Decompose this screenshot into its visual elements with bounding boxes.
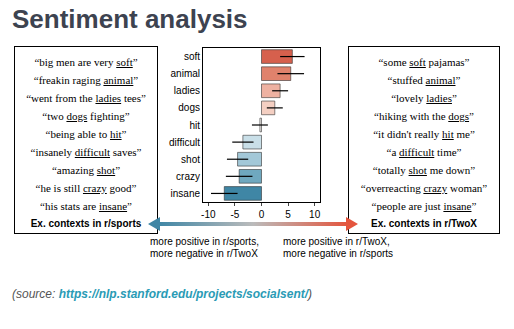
svg-text:insane: insane xyxy=(171,188,201,199)
html-text:“freakin raging animal ”: “freakin raging animal ” xyxy=(33,74,139,86)
html-text:“his stats are insane ”: “his stats are insane ” xyxy=(40,200,132,212)
html-text:“lovely ladies ”: “lovely ladies ” xyxy=(391,92,457,104)
html-text:more negative in r/TwoX: more negative in r/TwoX xyxy=(150,248,258,259)
html-text:“some soft pajamas”: “some soft pajamas” xyxy=(378,56,470,68)
html-text:more positive in r/TwoX,: more positive in r/TwoX, xyxy=(283,236,390,247)
html-text:(source: https://nlp.stanford.: (source: https://nlp.stanford.edu/projec… xyxy=(12,287,313,301)
html-text:“went from the ladies tees”: “went from the ladies tees” xyxy=(26,92,146,104)
html-text:“it didn't really hit me”: “it didn't really hit me” xyxy=(373,128,475,140)
html-text:“big men are very soft ”: “big men are very soft ” xyxy=(34,56,138,68)
svg-text:10: 10 xyxy=(309,209,321,220)
svg-text:soft: soft xyxy=(184,51,200,62)
html-text:“hiking with the dogs ”: “hiking with the dogs ” xyxy=(374,110,474,122)
html-text:Ex. contexts in r/sports: Ex. contexts in r/sports xyxy=(30,218,142,229)
svg-text:ladies: ladies xyxy=(174,85,200,96)
svg-text:crazy: crazy xyxy=(176,171,200,182)
html-text:Sentiment analysis: Sentiment analysis xyxy=(12,4,248,34)
html-text:“amazing shot ”: “amazing shot ” xyxy=(51,164,121,176)
html-text:“stuffed animal ”: “stuffed animal ” xyxy=(387,74,461,86)
html-text:“totally shot me down”: “totally shot me down” xyxy=(372,164,476,176)
svg-text:shot: shot xyxy=(181,154,200,165)
svg-text:5: 5 xyxy=(285,209,291,220)
html-text:“a difficult time”: “a difficult time” xyxy=(386,146,462,158)
svg-text:hit: hit xyxy=(189,120,200,131)
html-text:more positive in r/sports,: more positive in r/sports, xyxy=(150,236,259,247)
svg-text:dogs: dogs xyxy=(178,102,200,113)
html-text:“overreacting crazy woman”: “overreacting crazy woman” xyxy=(360,182,488,194)
html-text:“being able to hit ”: “being able to hit ” xyxy=(45,128,127,140)
svg-text:animal: animal xyxy=(171,68,200,79)
html-text:“insanely difficult saves”: “insanely difficult saves” xyxy=(30,146,142,158)
html-text:“two dogs fighting”: “two dogs fighting” xyxy=(42,110,130,122)
html-text:Ex. contexts in r/TwoX: Ex. contexts in r/TwoX xyxy=(371,218,477,229)
svg-text:difficult: difficult xyxy=(169,137,200,148)
svg-text:-10: -10 xyxy=(201,209,216,220)
html-text:“he is still crazy good”: “he is still crazy good” xyxy=(35,182,137,194)
html-text:“people are just insane ”: “people are just insane ” xyxy=(371,200,477,212)
svg-text:0: 0 xyxy=(259,209,265,220)
html-text:more negative in r/sports: more negative in r/sports xyxy=(283,248,394,259)
svg-text:-5: -5 xyxy=(230,209,239,220)
